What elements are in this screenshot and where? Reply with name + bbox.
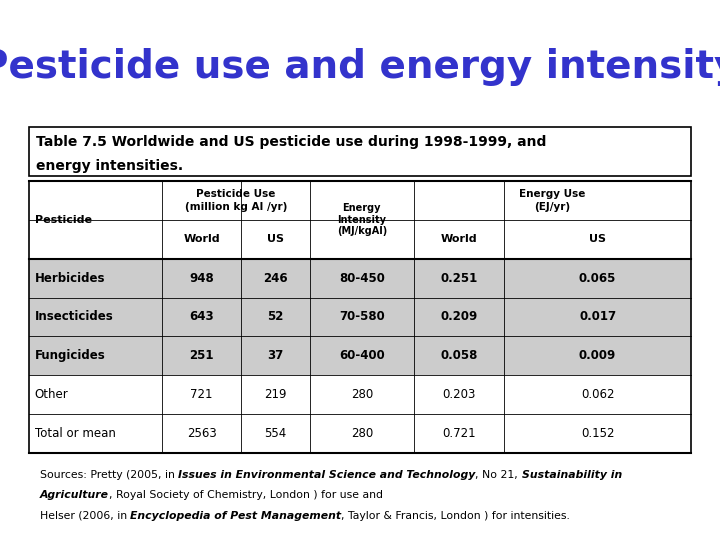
Text: 0.209: 0.209	[441, 310, 477, 323]
Text: 554: 554	[264, 427, 287, 440]
Text: Pesticide Use
(million kg AI /yr): Pesticide Use (million kg AI /yr)	[184, 189, 287, 212]
Text: 2563: 2563	[186, 427, 217, 440]
Bar	[29, 259, 691, 298]
Text: 0.065: 0.065	[579, 272, 616, 285]
Text: Encyclopedia of Pest Management: Encyclopedia of Pest Management	[130, 511, 341, 521]
Text: 70-580: 70-580	[339, 310, 384, 323]
Text: Herbicides: Herbicides	[35, 272, 105, 285]
Text: World: World	[441, 234, 477, 244]
Text: 0.203: 0.203	[442, 388, 476, 401]
Text: 643: 643	[189, 310, 214, 323]
Text: Sustainability in: Sustainability in	[521, 470, 622, 480]
Text: 37: 37	[267, 349, 284, 362]
Text: , Taylor & Francis, London ) for intensities.: , Taylor & Francis, London ) for intensi…	[341, 511, 570, 521]
Text: Energy Use
(EJ/yr): Energy Use (EJ/yr)	[519, 189, 586, 212]
FancyBboxPatch shape	[29, 127, 691, 176]
Text: 0.251: 0.251	[441, 272, 477, 285]
Text: World: World	[184, 234, 220, 244]
Text: energy intensities.: energy intensities.	[36, 159, 183, 173]
Text: 251: 251	[189, 349, 214, 362]
Text: 0.017: 0.017	[579, 310, 616, 323]
Text: 948: 948	[189, 272, 214, 285]
Text: 0.152: 0.152	[581, 427, 614, 440]
Text: Energy
Intensity
(MJ/kgAI): Energy Intensity (MJ/kgAI)	[337, 203, 387, 237]
Text: 0.058: 0.058	[441, 349, 477, 362]
Text: Fungicides: Fungicides	[35, 349, 105, 362]
Text: US: US	[589, 234, 606, 244]
Text: , Royal Society of Chemistry, London ) for use and: , Royal Society of Chemistry, London ) f…	[109, 490, 382, 501]
Text: 0.009: 0.009	[579, 349, 616, 362]
Text: US: US	[267, 234, 284, 244]
Text: 219: 219	[264, 388, 287, 401]
Text: Insecticides: Insecticides	[35, 310, 113, 323]
Text: Table 7.5 Worldwide and US pesticide use during 1998-1999, and: Table 7.5 Worldwide and US pesticide use…	[36, 135, 546, 149]
Text: 280: 280	[351, 388, 373, 401]
Text: Sources: Pretty (2005, in: Sources: Pretty (2005, in	[40, 470, 178, 480]
Text: 0.721: 0.721	[442, 427, 476, 440]
Text: 721: 721	[190, 388, 213, 401]
Text: Agriculture: Agriculture	[40, 490, 109, 501]
Text: Other: Other	[35, 388, 68, 401]
Text: Helser (2006, in: Helser (2006, in	[40, 511, 130, 521]
Text: 0.062: 0.062	[581, 388, 614, 401]
Text: Pesticide: Pesticide	[35, 215, 91, 225]
Text: , No 21,: , No 21,	[475, 470, 521, 480]
Text: 80-450: 80-450	[339, 272, 384, 285]
Bar	[29, 336, 691, 375]
Text: 246: 246	[263, 272, 288, 285]
Text: 60-400: 60-400	[339, 349, 384, 362]
Text: 280: 280	[351, 427, 373, 440]
Bar	[29, 298, 691, 336]
Text: 52: 52	[267, 310, 284, 323]
Text: Total or mean: Total or mean	[35, 427, 115, 440]
Text: Pesticide use and energy intensity: Pesticide use and energy intensity	[0, 49, 720, 86]
Text: Issues in Environmental Science and Technology: Issues in Environmental Science and Tech…	[178, 470, 475, 480]
